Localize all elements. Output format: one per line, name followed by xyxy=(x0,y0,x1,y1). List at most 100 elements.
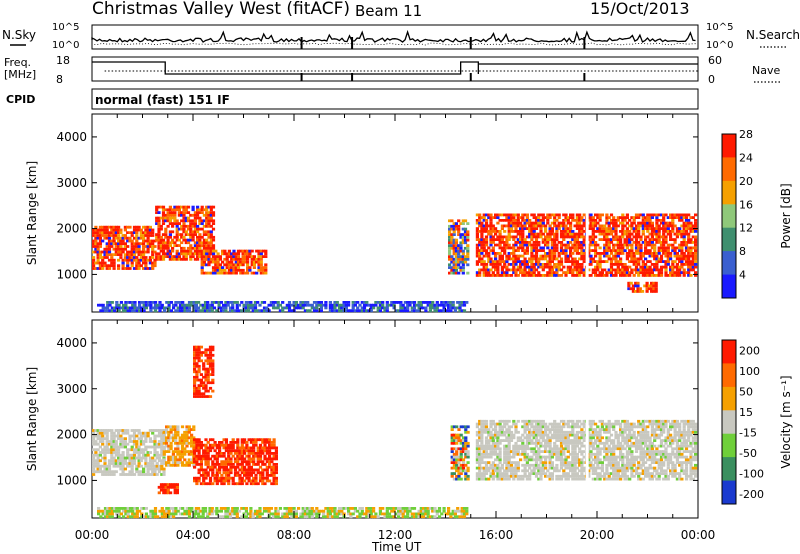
range-gate-cell xyxy=(625,243,629,247)
range-gate-cell xyxy=(236,268,241,272)
range-gate-cell xyxy=(612,230,616,233)
range-gate-cell xyxy=(137,225,141,229)
range-gate-cell xyxy=(625,221,629,225)
range-gate-cell xyxy=(180,233,184,236)
range-gate-cell xyxy=(480,433,484,437)
range-gate-cell xyxy=(110,264,114,268)
range-gate-cell xyxy=(605,252,609,255)
range-gate-cell xyxy=(103,256,107,259)
range-gate-cell xyxy=(168,233,172,236)
range-gate-cell xyxy=(484,254,489,258)
range-gate-cell xyxy=(614,243,618,247)
range-gate-cell xyxy=(498,260,502,263)
range-gate-cell xyxy=(157,230,161,234)
range-gate-cell xyxy=(110,228,114,232)
range-gate-cell xyxy=(480,430,484,434)
range-gate-cell xyxy=(178,461,182,464)
range-gate-cell xyxy=(137,448,141,452)
range-gate-cell xyxy=(680,252,684,255)
range-gate-cell xyxy=(630,257,634,261)
range-gate-cell xyxy=(98,470,102,474)
range-gate-cell xyxy=(206,370,210,374)
range-gate-cell xyxy=(199,381,203,385)
range-gate-cell xyxy=(514,224,518,228)
range-gate-cell xyxy=(530,271,534,274)
range-gate-cell xyxy=(573,241,577,244)
range-gate-cell xyxy=(684,271,689,274)
range-gate-cell xyxy=(193,219,197,223)
range-gate-cell xyxy=(521,263,525,266)
range-gate-cell xyxy=(594,213,598,217)
range-gate-cell xyxy=(173,485,177,489)
range-gate-cell xyxy=(653,268,657,272)
range-gate-cell xyxy=(247,474,251,477)
range-gate-cell xyxy=(603,274,607,277)
range-gate-cell xyxy=(494,428,498,431)
range-gate-cell xyxy=(132,250,137,254)
range-gate-cell xyxy=(478,254,482,258)
range-gate-cell xyxy=(236,257,241,261)
range-gate-cell xyxy=(176,428,180,431)
range-gate-cell xyxy=(525,221,529,225)
range-gate-cell xyxy=(550,477,554,481)
range-gate-cell xyxy=(534,422,539,426)
range-gate-cell xyxy=(184,257,188,261)
range-gate-cell xyxy=(457,249,461,253)
range-gate-cell xyxy=(157,222,161,225)
range-gate-cell xyxy=(680,265,684,269)
range-gate-cell xyxy=(459,266,463,269)
range-gate-cell xyxy=(264,268,268,272)
range-gate-cell xyxy=(167,301,171,304)
range-gate-cell xyxy=(550,472,554,475)
range-gate-cell xyxy=(204,449,208,453)
range-gate-cell xyxy=(521,469,525,473)
range-gate-cell xyxy=(555,227,559,230)
range-gate-cell xyxy=(101,228,105,232)
range-gate-cell xyxy=(216,266,220,269)
range-gate-cell xyxy=(135,247,139,251)
range-gate-cell xyxy=(187,306,192,310)
range-gate-cell xyxy=(123,247,127,251)
range-gate-cell xyxy=(98,451,102,454)
range-gate-cell xyxy=(165,439,169,442)
range-gate-cell xyxy=(512,263,516,266)
range-gate-cell xyxy=(630,238,634,241)
range-gate-cell xyxy=(546,433,550,437)
range-gate-cell xyxy=(571,260,575,263)
range-gate-cell xyxy=(123,429,127,432)
range-gate-cell xyxy=(187,441,191,445)
range-gate-cell xyxy=(573,232,577,236)
range-gate-cell xyxy=(478,447,482,451)
range-gate-cell xyxy=(530,246,534,250)
range-gate-cell xyxy=(466,238,470,242)
range-gate-cell xyxy=(287,301,292,304)
range-gate-cell xyxy=(555,452,559,456)
range-gate-cell xyxy=(258,471,263,475)
range-gate-cell xyxy=(155,238,159,242)
range-gate-cell xyxy=(206,353,210,357)
range-gate-cell xyxy=(123,267,127,270)
range-gate-cell xyxy=(171,463,175,467)
range-gate-cell xyxy=(164,213,168,217)
range-gate-cell xyxy=(494,430,498,434)
range-gate-cell xyxy=(214,266,218,269)
range-gate-cell xyxy=(491,428,495,431)
range-gate-cell xyxy=(537,232,541,236)
range-gate-cell xyxy=(139,437,143,440)
range-gate-cell xyxy=(98,437,102,440)
range-gate-cell xyxy=(575,213,579,217)
range-gate-cell xyxy=(206,449,210,453)
range-gate-cell xyxy=(128,258,132,262)
range-gate-cell xyxy=(450,255,454,258)
range-gate-cell xyxy=(546,219,550,222)
range-gate-cell xyxy=(263,438,267,442)
range-gate-cell xyxy=(580,246,584,250)
range-gate-cell xyxy=(456,301,460,304)
range-gate-cell xyxy=(260,301,264,304)
range-gate-cell xyxy=(94,261,98,265)
range-gate-cell xyxy=(480,439,484,442)
range-gate-cell xyxy=(653,246,657,250)
range-gate-cell xyxy=(653,243,657,247)
range-gate-cell xyxy=(482,241,486,244)
range-gate-cell xyxy=(181,303,185,307)
